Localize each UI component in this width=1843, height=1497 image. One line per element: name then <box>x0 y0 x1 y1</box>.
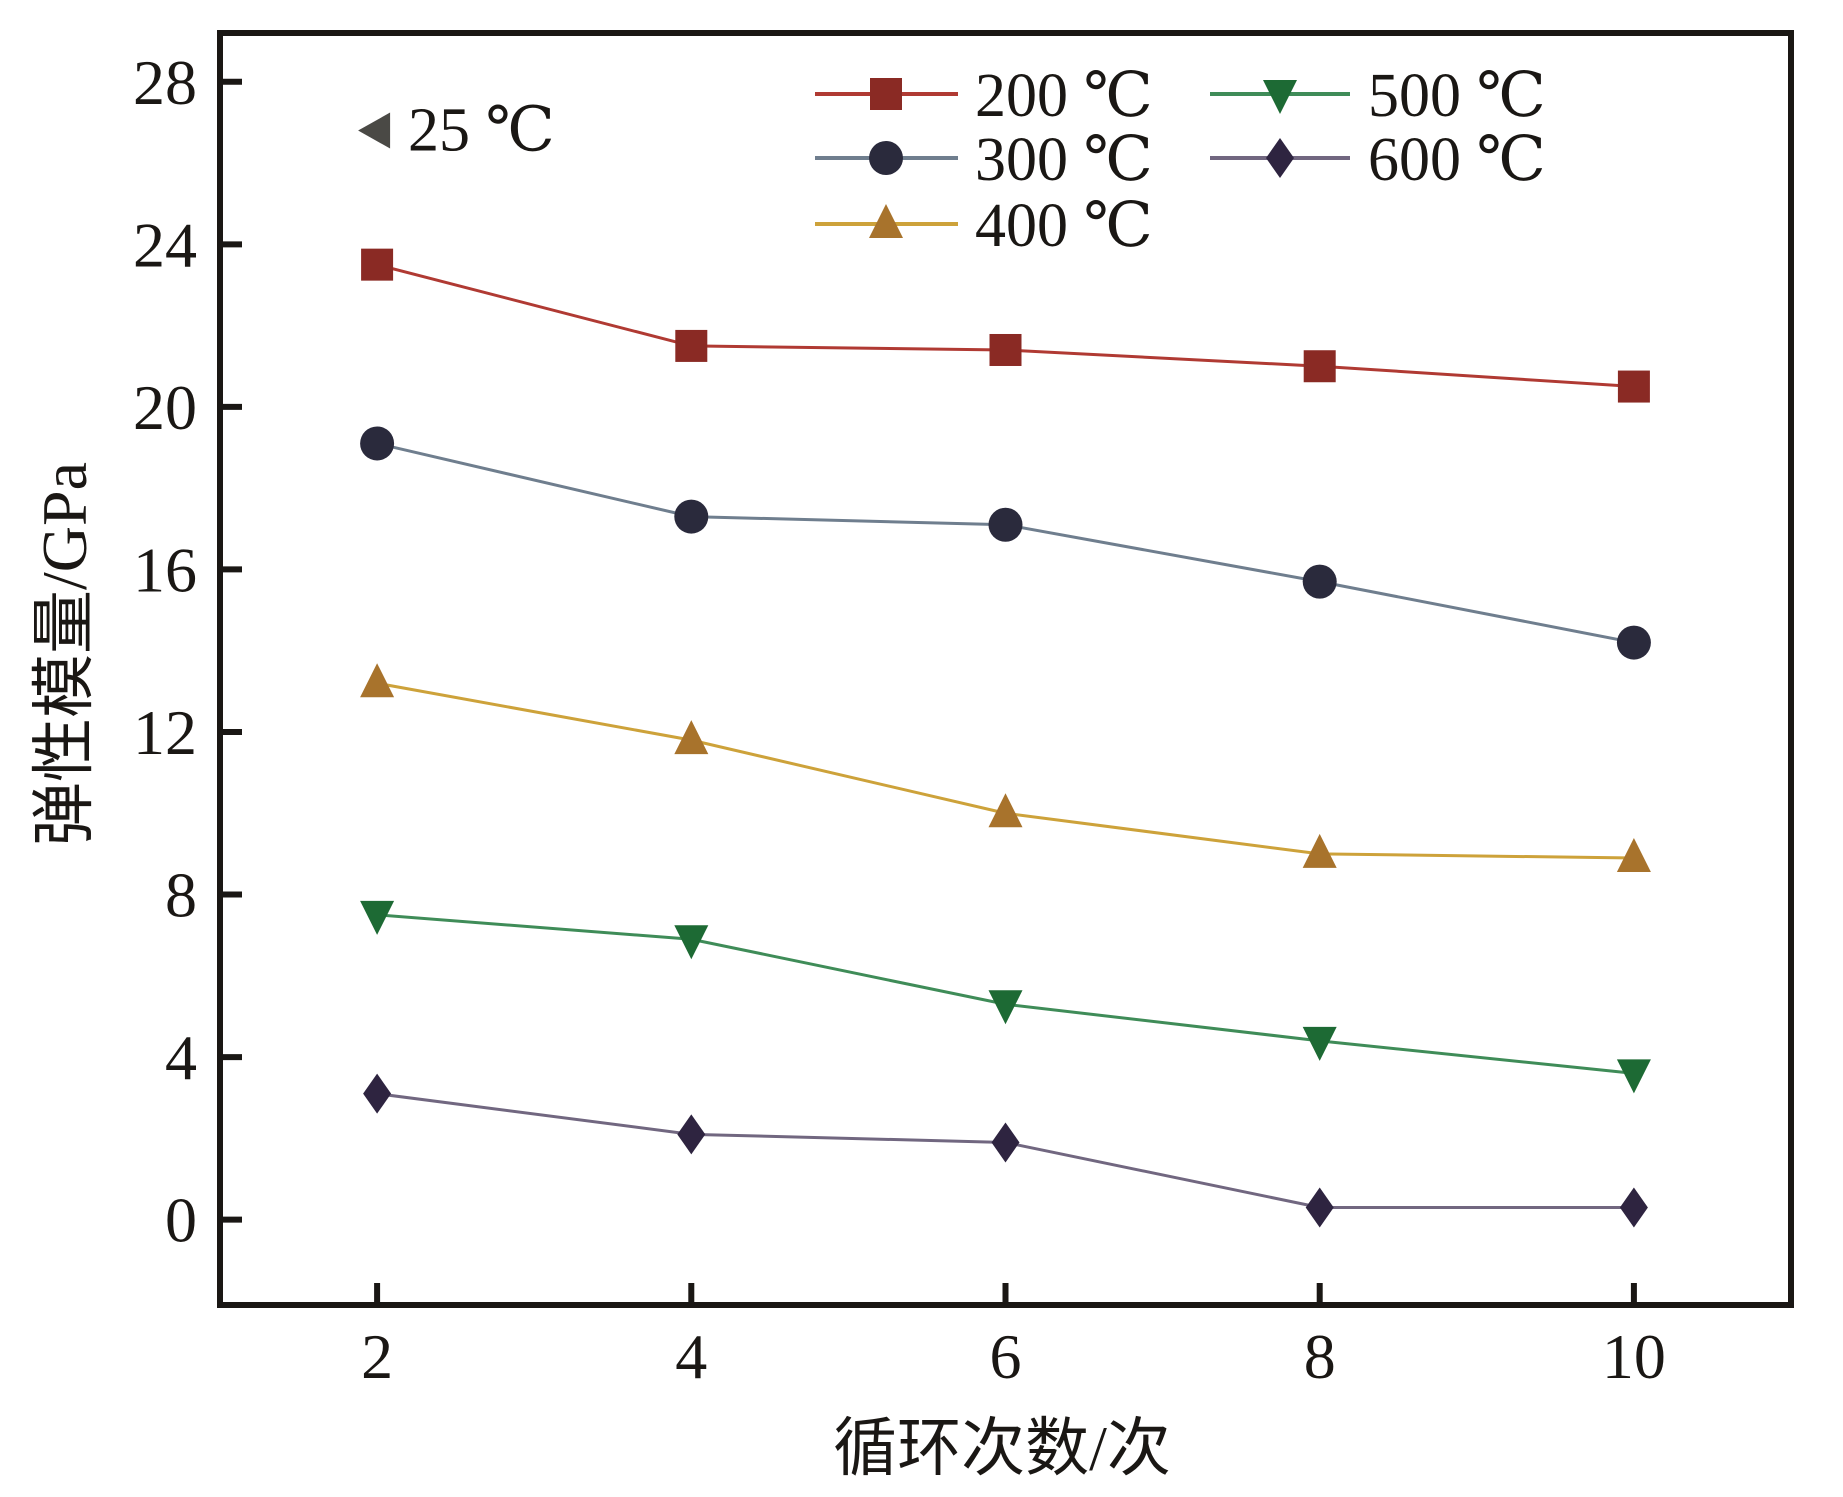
data-point-triangle-up <box>1302 833 1337 868</box>
data-point-diamond <box>1305 1187 1334 1228</box>
data-point-circle <box>1616 625 1651 660</box>
data-point-triangle-up <box>988 793 1023 828</box>
data-point-triangle-down <box>1616 1059 1651 1094</box>
legend-item: 600 ℃ <box>1210 126 1546 194</box>
legend-label: 300 ℃ <box>975 126 1153 194</box>
x-axis-ticks: 2 4 6 8 10 <box>361 1283 1666 1392</box>
data-point-square <box>1617 370 1650 403</box>
data-point-circle <box>674 499 709 534</box>
series-600c <box>363 1073 1648 1228</box>
legend-item: 500 ℃ <box>1210 62 1546 130</box>
series-layer <box>360 248 1651 1228</box>
y-tick-label: 8 <box>165 860 197 931</box>
y-tick-label: 16 <box>133 534 197 605</box>
legend-item: 300 ℃ <box>815 126 1153 194</box>
legend-marker-square <box>870 78 902 110</box>
series-500c <box>360 900 1651 1094</box>
data-point-triangle-down <box>988 990 1023 1025</box>
data-point-circle <box>1302 564 1337 599</box>
data-point-triangle-down <box>1302 1026 1337 1061</box>
series-line <box>376 263 1634 389</box>
y-axis-ticks: 0 4 8 12 16 20 24 28 <box>133 47 242 1256</box>
data-point-square <box>989 333 1022 366</box>
legend-label: 400 ℃ <box>975 192 1153 260</box>
annotation-marker-triangle-left <box>358 112 391 149</box>
legend-label: 500 ℃ <box>1368 62 1546 130</box>
legend-label: 200 ℃ <box>975 62 1153 130</box>
y-tick-label: 24 <box>133 209 197 280</box>
data-point-square <box>675 329 708 362</box>
legend-item: 400 ℃ <box>815 192 1153 260</box>
x-tick-label: 4 <box>675 1321 707 1392</box>
x-tick-label: 6 <box>990 1321 1022 1392</box>
legend-marker-diamond <box>1266 138 1294 178</box>
annotation-layer: 25 ℃ <box>358 97 555 165</box>
y-tick-label: 0 <box>165 1185 197 1256</box>
x-tick-label: 8 <box>1304 1321 1336 1392</box>
series-400c <box>360 663 1651 872</box>
x-tick-label: 10 <box>1602 1321 1666 1392</box>
series-300c <box>360 426 1651 660</box>
data-point-circle <box>988 507 1023 542</box>
legend-marker-triangle-up <box>869 204 903 238</box>
data-point-triangle-up <box>1616 837 1651 872</box>
annotation-label: 25 ℃ <box>408 97 555 165</box>
series-200c <box>361 248 1650 403</box>
data-point-triangle-down <box>360 900 395 935</box>
y-tick-label: 28 <box>133 47 197 118</box>
legend-item: 200 ℃ <box>815 62 1153 130</box>
y-tick-label: 12 <box>133 697 197 768</box>
series-line <box>376 441 1635 645</box>
data-point-square <box>361 248 394 281</box>
data-point-circle <box>360 426 395 461</box>
y-axis-title: 弹性模量/GPa <box>29 462 100 846</box>
data-point-triangle-down <box>674 925 709 960</box>
data-point-diamond <box>677 1114 706 1155</box>
legend-marker-triangle-down <box>1263 80 1297 114</box>
x-tick-label: 2 <box>361 1321 393 1392</box>
data-point-square <box>1303 350 1336 383</box>
x-axis-title: 循环次数/次 <box>833 1413 1171 1484</box>
legend-marker-circle <box>869 141 903 175</box>
y-tick-label: 4 <box>165 1022 197 1093</box>
series-line <box>376 681 1634 860</box>
data-point-diamond <box>1619 1187 1648 1228</box>
data-point-triangle-up <box>674 720 709 755</box>
y-tick-label: 20 <box>133 372 197 443</box>
legend-label: 600 ℃ <box>1368 126 1546 194</box>
data-point-diamond <box>991 1122 1020 1163</box>
data-point-diamond <box>363 1073 392 1114</box>
data-point-triangle-up <box>360 663 395 698</box>
